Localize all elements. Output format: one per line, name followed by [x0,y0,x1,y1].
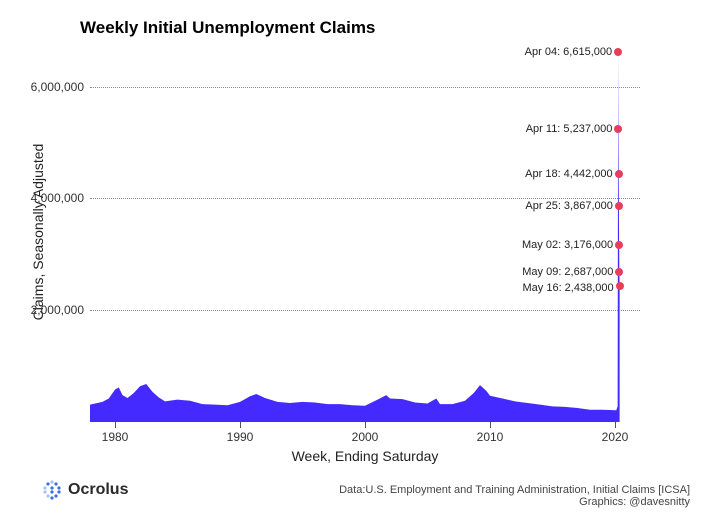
credits-block: Data:U.S. Employment and Training Admini… [339,484,690,508]
x-tick-label: 2010 [477,422,504,444]
brand-logo-text: Ocrolus [68,481,128,499]
callout-dot [615,170,623,178]
y-tick-label: 2,000,000 [31,303,90,317]
callout-label: May 16: 2,438,000 [523,282,614,294]
x-tick-label: 1990 [227,422,254,444]
area-series [90,42,640,422]
x-tick-label: 2020 [602,422,629,444]
area-fill [90,52,620,422]
callout-dot [615,268,623,276]
callout-label: Apr 25: 3,867,000 [525,200,612,212]
grid-line [90,310,640,311]
callout-dot [615,241,623,249]
grid-line [90,87,640,88]
credits-line-1: Data:U.S. Employment and Training Admini… [339,484,690,496]
callout-dot [614,125,622,133]
callout-label: Apr 18: 4,442,000 [525,168,612,180]
callout-dot [616,282,624,290]
brand-logo: Ocrolus [40,478,128,502]
chart-title: Weekly Initial Unemployment Claims [80,18,375,38]
chart-plot-area: 2,000,0004,000,0006,000,0001980199020002… [90,42,640,422]
x-axis-label: Week, Ending Saturday [292,448,439,464]
y-tick-label: 6,000,000 [31,80,90,94]
callout-dot [615,202,623,210]
y-tick-label: 4,000,000 [31,191,90,205]
ocrolus-icon [40,478,64,502]
x-tick-label: 2000 [352,422,379,444]
callout-label: Apr 11: 5,237,000 [526,123,613,135]
callout-label: Apr 04: 6,615,000 [525,46,612,58]
callout-dot [614,48,622,56]
credits-line-2: Graphics: @davesnitty [339,496,690,508]
callout-label: May 09: 2,687,000 [522,266,613,278]
callout-label: May 02: 3,176,000 [522,239,613,251]
y-axis-label: Claims, Seasonally Adjusted [30,144,46,321]
x-tick-label: 1980 [102,422,129,444]
